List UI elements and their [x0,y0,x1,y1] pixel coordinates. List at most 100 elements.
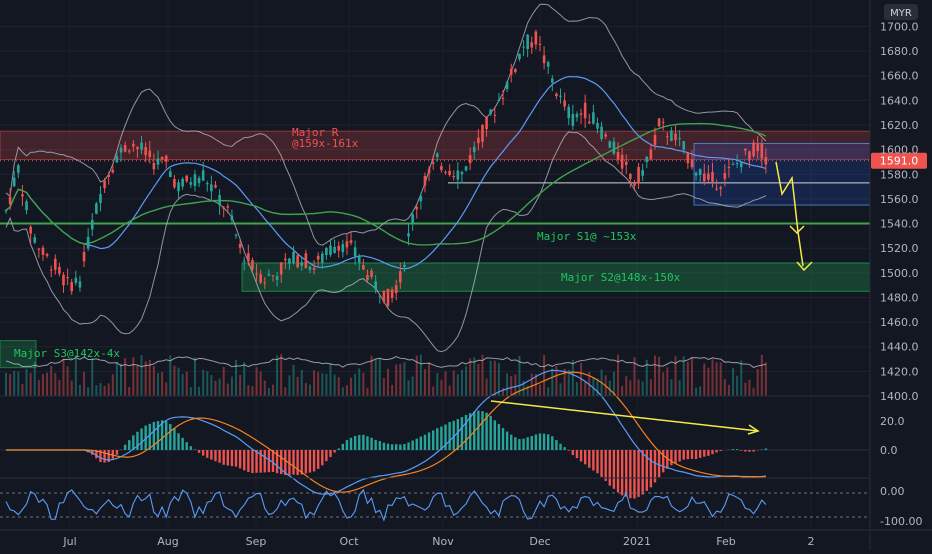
macd-histogram-bar [173,428,175,450]
macd-histogram-bar [711,450,713,454]
volume-bar [432,387,434,396]
candle-body [107,175,110,177]
price-tick-label: 1420.0 [880,365,919,378]
candle-body [604,134,607,136]
candle-body [670,131,673,142]
macd-histogram-bar [625,450,627,497]
candle-body [461,172,464,174]
macd-histogram-bar [358,435,360,450]
macd-histogram-bar [752,450,754,452]
time-tick-label: Jul [62,535,76,548]
candle-body [555,94,558,96]
volume-bar [136,365,138,396]
candle-body [124,145,127,151]
macd-histogram-bar [477,411,479,450]
candle-body [654,135,657,145]
volume-bar [141,355,143,396]
candle-body [522,47,525,48]
candle-body [17,165,20,173]
volume-bar [473,357,475,396]
macd-histogram-bar [198,450,200,453]
candle-body [469,155,472,163]
macd-histogram-bar [641,450,643,495]
candle-body [206,183,209,184]
candle-body [658,118,661,126]
candle-body [243,261,246,262]
volume-bar [695,388,697,396]
macd-histogram-bar [321,450,323,465]
candle-body [91,220,94,230]
candle-body [173,179,176,187]
major-s3-label: Major S3@142x-4x [14,347,120,360]
volume-bar [408,380,410,396]
macd-histogram-bar [181,438,183,450]
candle-body [309,267,312,270]
candle-body [268,274,271,275]
candle-body [235,235,238,236]
volume-bar [260,372,262,396]
volume-bar [461,370,463,396]
volume-bar [87,387,89,396]
candle-body [666,136,669,137]
macd-histogram-bar [149,424,151,450]
volume-bar [658,357,660,396]
volume-bar [186,372,188,396]
macd-histogram-bar [547,434,549,450]
macd-histogram-bar [436,428,438,450]
candle-body [732,164,735,165]
volume-bar [506,373,508,396]
candle-body [181,179,184,186]
volume-bar [256,367,258,396]
volume-bar [346,385,348,396]
macd-histogram-bar [596,450,598,473]
candle-body [128,151,131,152]
volume-bar [30,373,32,396]
volume-bar [38,380,40,396]
volume-bar [395,364,397,396]
volume-bar [132,357,134,396]
time-tick-label: Feb [716,535,735,548]
volume-bar [371,356,373,396]
volume-bar [26,369,28,396]
macd-histogram-bar [255,450,257,473]
volume-bar [153,366,155,396]
candle-body [752,142,755,156]
candle-body [609,141,612,147]
candle-body [99,194,102,203]
volume-bar [711,359,713,396]
candle-body [424,176,427,186]
macd-histogram-bar [514,437,516,450]
candle-body [79,281,82,287]
macd-histogram-bar [481,411,483,450]
volume-bar [736,376,738,396]
candle-body [724,173,727,179]
macd-histogram-bar [362,435,364,450]
macd-histogram-bar [535,434,537,450]
candle-body [592,112,595,123]
macd-histogram-bar [169,424,171,450]
macd-histogram-bar [592,450,594,471]
macd-histogram-bar [210,450,212,460]
candle-body [305,253,308,268]
volume-bar [703,363,705,396]
volume-bar [83,372,85,396]
candle-body [218,195,221,205]
volume-bar [403,362,405,396]
volume-bar [683,356,685,396]
macd-histogram-bar [124,445,126,450]
macd-histogram-bar [740,450,742,451]
volume-bar [214,381,216,396]
volume-bar [67,366,69,396]
volume-bar [231,377,233,396]
candle-body [695,173,698,176]
major-s2-label: Major S2@148x-150x [561,271,681,284]
candle-body [111,170,114,173]
candle-body [510,69,513,75]
candle-body [715,189,718,190]
macd-histogram-bar [494,420,496,450]
candle-body [62,275,65,286]
macd-histogram-bar [264,450,266,472]
volume-bar [79,385,81,396]
